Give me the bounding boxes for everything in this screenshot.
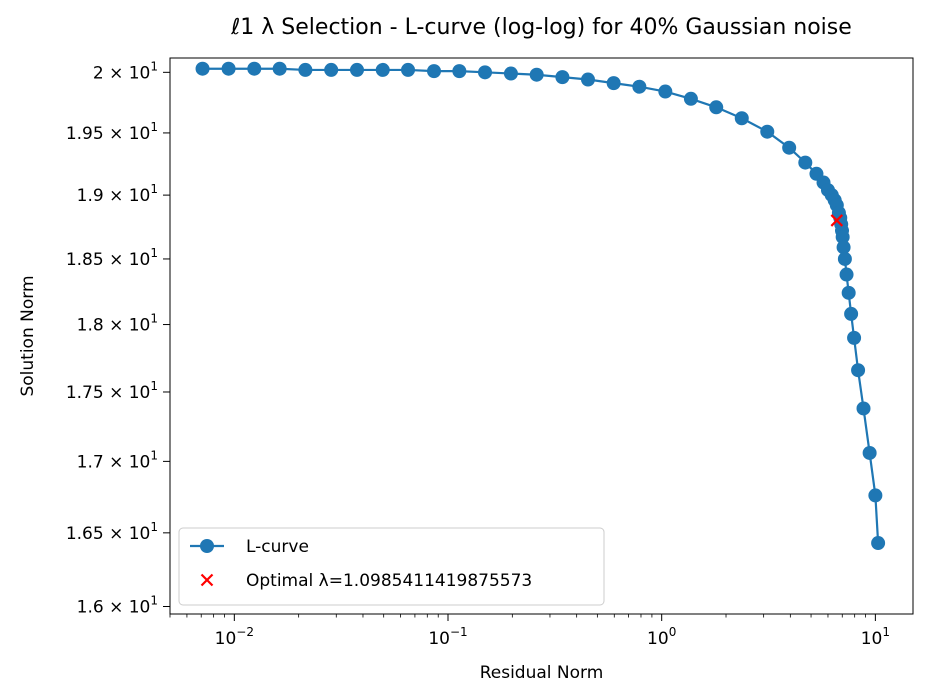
- x-axis: 10−2 10−1 100 101: [169, 614, 890, 649]
- data-point: [683, 91, 698, 106]
- data-point: [298, 62, 313, 77]
- data-point: [798, 155, 813, 170]
- data-point: [375, 62, 390, 77]
- data-point: [272, 61, 287, 76]
- y-tick-label: 1.8 × 101: [77, 312, 158, 336]
- legend-label-lcurve: L-curve: [246, 537, 309, 557]
- chart-title: ℓ1 λ Selection - L-curve (log-log) for 4…: [230, 15, 852, 40]
- data-point: [839, 267, 854, 282]
- data-point: [503, 66, 518, 81]
- x-tick-label: 101: [861, 625, 890, 649]
- data-point: [606, 76, 621, 91]
- y-tick-label: 1.85 × 101: [66, 246, 158, 270]
- data-point: [427, 64, 442, 79]
- plot-frame: [169, 57, 914, 615]
- data-point: [658, 84, 673, 99]
- data-point: [836, 240, 851, 255]
- data-point: [529, 67, 544, 82]
- legend-label-optimal: Optimal λ=1.0985411419875573: [246, 571, 532, 591]
- data-point: [580, 72, 595, 87]
- data-point: [871, 536, 886, 551]
- data-point: [862, 445, 877, 460]
- legend: L-curve Optimal λ=1.0985411419875573: [178, 527, 605, 606]
- optimal-marker: [830, 214, 844, 227]
- data-point: [782, 140, 797, 155]
- data-point: [837, 251, 852, 266]
- data-point: [555, 70, 570, 85]
- data-point: [841, 285, 856, 300]
- legend-x-stroke: [200, 573, 214, 587]
- series-layer: [195, 61, 886, 551]
- optimal-layer: [830, 214, 844, 227]
- plot-area: [169, 57, 914, 615]
- y-tick-label: 1.9 × 101: [77, 182, 158, 206]
- data-point: [401, 62, 416, 77]
- data-point: [195, 61, 210, 76]
- x-tick-label: 10−2: [215, 625, 254, 649]
- data-point: [760, 124, 775, 139]
- data-point: [844, 306, 859, 321]
- data-point: [349, 62, 364, 77]
- legend-marker-swatch: [200, 539, 214, 553]
- data-point: [851, 363, 866, 378]
- data-point: [452, 64, 467, 79]
- series-line: [202, 67, 880, 544]
- optimal-marker-stroke: [830, 214, 844, 227]
- y-axis: 1.6 × 101 1.65 × 101 1.7 × 101 1.75 × 101 1.…: [66, 59, 170, 618]
- data-point: [847, 330, 862, 345]
- legend-box: [178, 527, 605, 606]
- data-point: [324, 62, 339, 77]
- y-tick-label: 1.75 × 101: [66, 379, 158, 403]
- y-tick-label: 1.95 × 101: [66, 120, 158, 144]
- data-point: [734, 111, 749, 126]
- y-tick-label: 1.7 × 101: [77, 448, 158, 472]
- data-point: [868, 488, 883, 503]
- data-point: [709, 100, 724, 115]
- data-point: [478, 65, 493, 80]
- data-point: [247, 61, 262, 76]
- data-point: [221, 61, 236, 76]
- legend-x-marker: [200, 573, 214, 587]
- data-point: [856, 401, 871, 416]
- x-tick-label: 10−1: [428, 625, 467, 649]
- y-axis-label: Solution Norm: [18, 275, 38, 396]
- y-tick-label: 1.65 × 101: [66, 520, 158, 544]
- data-point: [835, 230, 850, 245]
- data-point: [632, 79, 647, 94]
- x-axis-label: Residual Norm: [480, 663, 604, 683]
- x-tick-label: 100: [647, 625, 676, 649]
- y-tick-label: 2 × 101: [93, 59, 158, 83]
- y-tick-label: 1.6 × 101: [77, 594, 158, 618]
